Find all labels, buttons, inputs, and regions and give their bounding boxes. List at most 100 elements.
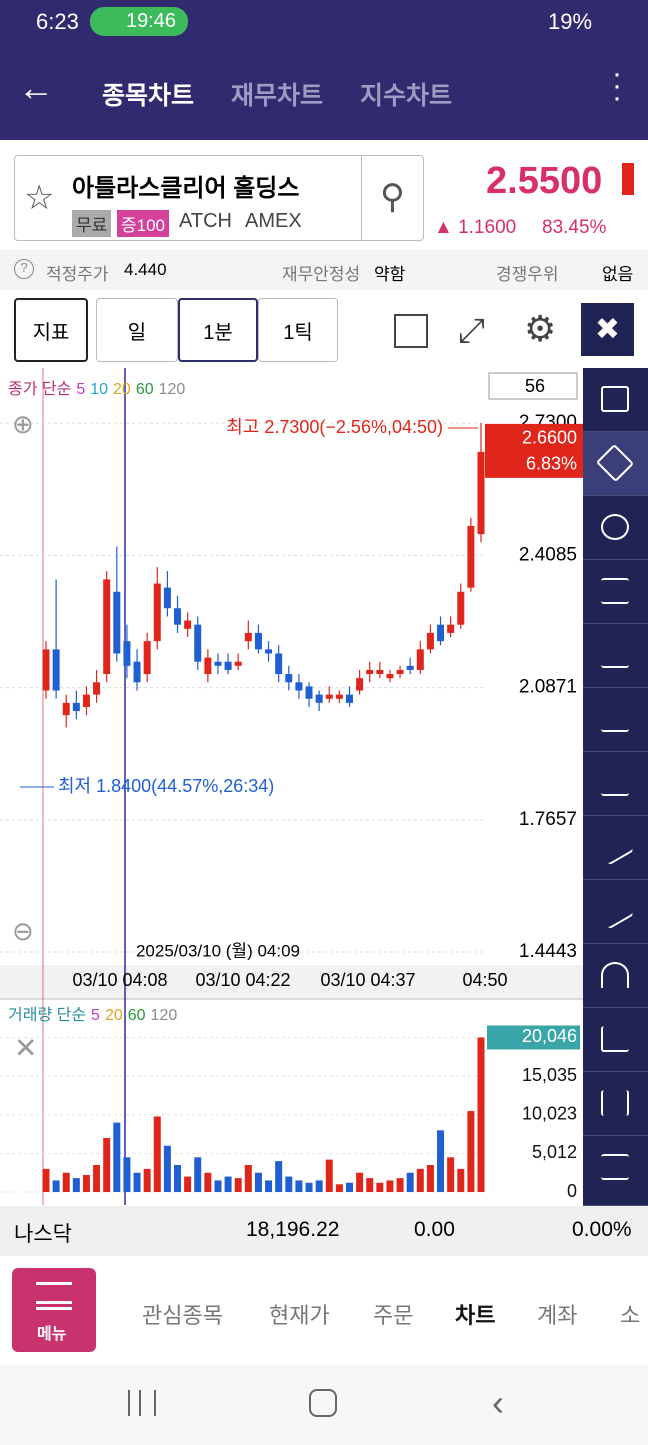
volume-bar [406, 1172, 414, 1192]
nav-item[interactable]: 관심종목 [142, 1303, 223, 1328]
legend-entry: 120 [159, 381, 186, 398]
system-nav [0, 1365, 648, 1445]
volume-bar [153, 1116, 161, 1192]
menu-icon [36, 1307, 72, 1310]
volume-bar [93, 1165, 101, 1192]
sidebar-tool[interactable] [583, 368, 648, 432]
info-row [0, 250, 648, 290]
expand-icon[interactable]: ⤢ [458, 312, 486, 350]
period-button[interactable]: 일 [96, 298, 178, 362]
volume-bar [265, 1180, 273, 1192]
candle-body [93, 682, 101, 695]
recent-apps[interactable] [128, 1390, 156, 1416]
candle-body [194, 624, 202, 662]
volume-bar [82, 1175, 90, 1192]
volume-bar [345, 1182, 353, 1192]
volume-bar [275, 1161, 283, 1192]
tab[interactable]: 지수차트 [360, 82, 453, 110]
high-label: 최고 2.7300(−2.56%,04:50) [226, 417, 443, 437]
legend-entry: 20 [113, 381, 131, 398]
sidebar-tool[interactable] [583, 752, 648, 816]
candle-body [467, 525, 475, 588]
volume-bar [396, 1178, 404, 1192]
candle-body [133, 661, 141, 683]
recent-apps [139, 1390, 141, 1416]
sidebar-tool[interactable] [583, 944, 648, 1008]
nav-item[interactable]: 주문 [373, 1303, 414, 1328]
stock-box[interactable] [14, 155, 424, 241]
volume-bar [194, 1157, 202, 1192]
candle-body [295, 682, 303, 691]
nav-item[interactable]: 소 [620, 1303, 641, 1328]
tab[interactable]: 종목차트 [102, 82, 195, 110]
zoom-out: ⊖ [12, 916, 34, 946]
nav-item[interactable]: 차트 [455, 1303, 496, 1328]
ma-legend: 종가 단순 5 10 20 60 120 [8, 380, 185, 398]
legend-entry: 60 [136, 381, 154, 398]
layout-icon[interactable] [394, 314, 428, 348]
settings-icon[interactable]: ⚙ [524, 308, 557, 349]
back-nav[interactable]: ‹ [492, 1382, 504, 1423]
sidebar-tool[interactable] [583, 1008, 648, 1072]
candle-body [406, 665, 414, 670]
nav-item[interactable]: 현재가 [269, 1303, 330, 1328]
candle-body [42, 649, 50, 691]
volume-bar [184, 1176, 192, 1192]
info-label: 적정주가 [46, 265, 109, 284]
volume-bar [174, 1165, 182, 1192]
candle-body [386, 674, 394, 679]
volume-bar [113, 1122, 121, 1192]
candle-body [244, 632, 252, 642]
candle-body [184, 620, 192, 629]
volume-bar [356, 1172, 364, 1192]
volume-bar [143, 1168, 151, 1192]
call-pill: 19:46 [90, 7, 189, 36]
back-button[interactable]: ← [18, 67, 54, 108]
home-button[interactable] [309, 1389, 337, 1417]
period-button[interactable]: 1틱 [258, 298, 338, 362]
sidebar-tool[interactable] [583, 496, 648, 560]
sidebar-tool[interactable] [583, 1072, 648, 1136]
candle-body [123, 641, 131, 666]
low-label: 최저 1.8400(44.57%,26:34) [58, 776, 274, 796]
menu-label: 메뉴 [37, 1326, 67, 1343]
index-name: 나스닥 [14, 1223, 72, 1246]
help-icon[interactable]: ? [14, 259, 34, 279]
tab[interactable]: 재무차트 [231, 82, 324, 110]
nav-item[interactable]: 계좌 [537, 1303, 578, 1328]
favorite-star[interactable]: ☆ [24, 179, 55, 217]
volume-bar [285, 1176, 293, 1192]
sidebar-tool[interactable] [583, 880, 648, 944]
candle-body [437, 624, 445, 642]
sidebar-tool[interactable] [583, 1136, 648, 1206]
ticker: ATCH [179, 210, 232, 232]
y-tick-label: 1.7657 [519, 809, 577, 830]
sidebar-tool[interactable] [583, 624, 648, 688]
candle-body [315, 694, 323, 703]
candle-body [477, 451, 485, 535]
volume-bar [254, 1172, 262, 1192]
candle-body [214, 661, 222, 666]
volume-bar [477, 1037, 485, 1192]
candle-body [426, 632, 434, 650]
x-tick-label: 03/10 04:22 [195, 970, 290, 990]
volume-bar [416, 1168, 424, 1192]
sidebar-tool[interactable] [583, 688, 648, 752]
search-button[interactable]: ⚲ [361, 155, 423, 241]
period-button[interactable]: 1분 [178, 298, 258, 362]
y-tick-label: 1.4443 [519, 941, 577, 962]
sidebar-tool[interactable] [583, 432, 648, 496]
exchange: AMEX [245, 210, 302, 232]
sidebar-tool[interactable] [583, 816, 648, 880]
more-menu[interactable]: · · · [612, 57, 622, 114]
candle-body [163, 587, 171, 609]
candle-body [305, 686, 313, 699]
indicator-button[interactable]: 지표 [14, 298, 88, 362]
sidebar-tool[interactable] [583, 560, 648, 624]
volume-tag [487, 1025, 580, 1050]
volume-bar [224, 1176, 232, 1192]
y-tick-label: 15,035 [522, 1065, 577, 1085]
tools-button[interactable]: ✖ [581, 303, 634, 356]
candle-body [153, 583, 161, 642]
change-pct: 83.45% [542, 217, 607, 238]
